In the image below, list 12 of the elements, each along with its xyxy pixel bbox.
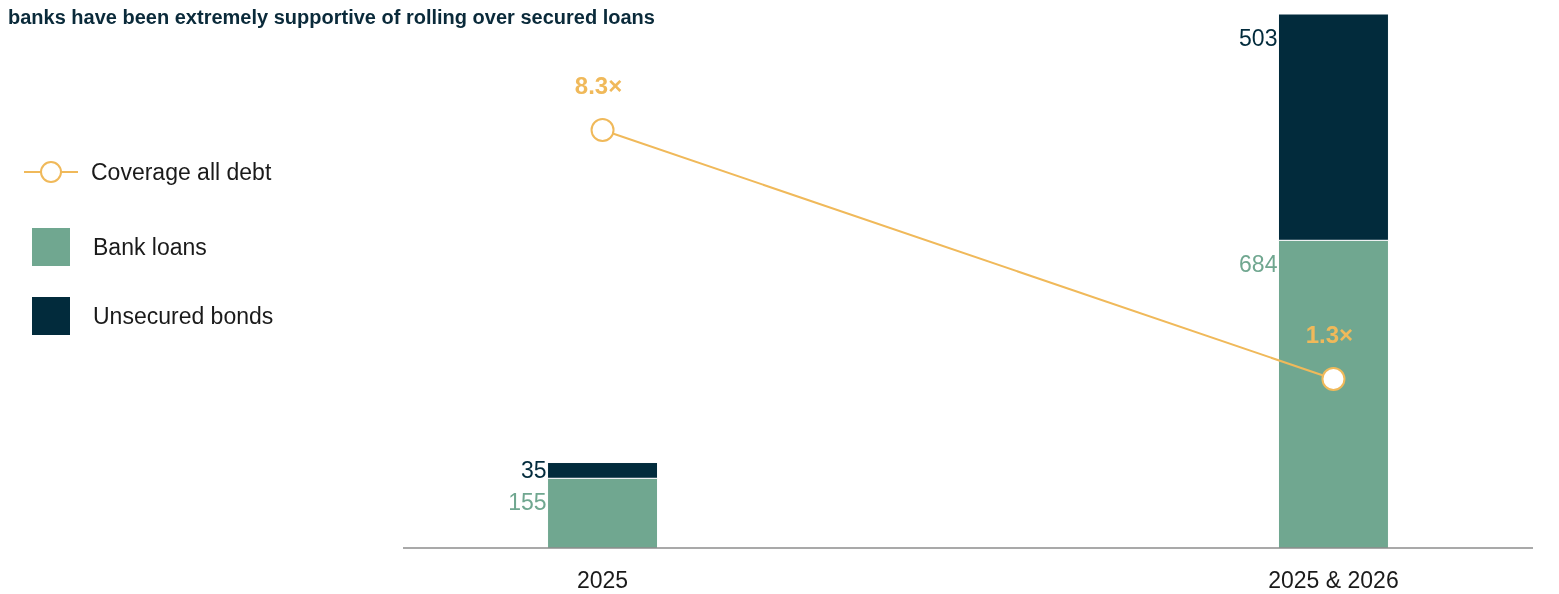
x-tick-label: 2025 — [576, 567, 629, 593]
data-label: 1.3× — [1305, 321, 1354, 348]
legend-label: Bank loans — [93, 234, 207, 260]
x-tick-label: 2025 & 2026 — [1268, 567, 1399, 593]
data-label: 35 — [520, 457, 547, 484]
data-label: 8.3× — [574, 72, 623, 99]
legend-label: Coverage all debt — [91, 159, 272, 185]
data-label: 684 — [1239, 251, 1278, 278]
data-label: 503 — [1239, 25, 1278, 51]
legend-label: Unsecured bonds — [93, 303, 274, 329]
chart-title: banks have been extremely supportive of rolling over secured loans — [8, 6, 655, 28]
data-label: 155 — [508, 489, 547, 516]
